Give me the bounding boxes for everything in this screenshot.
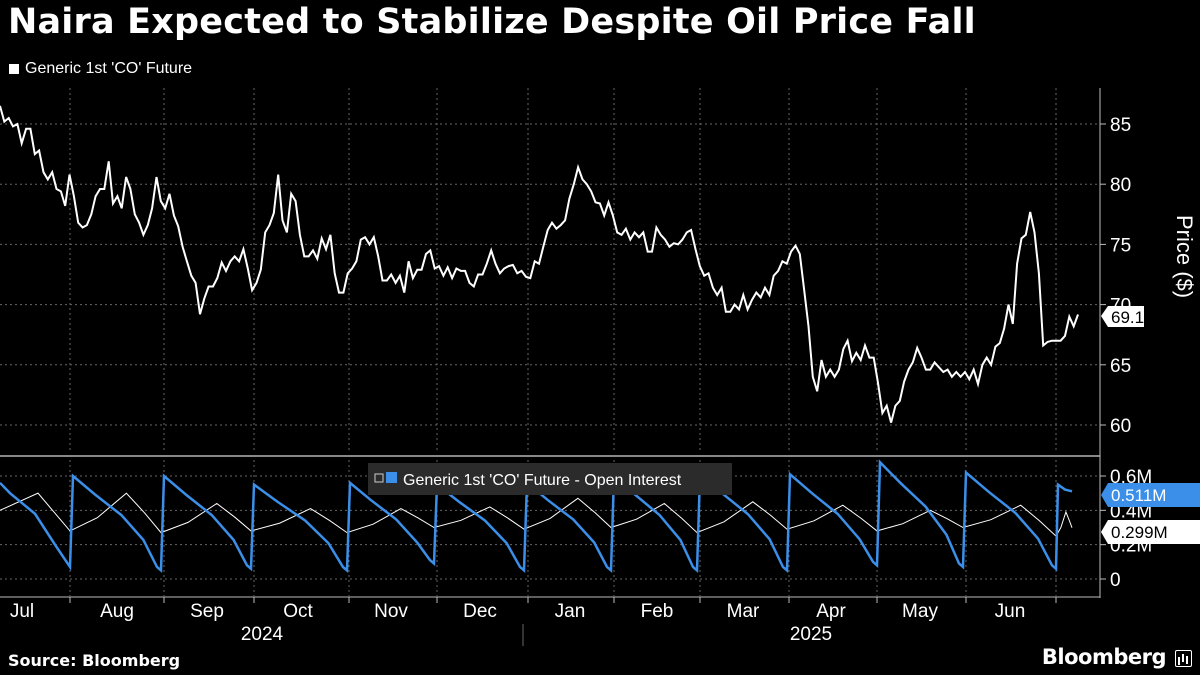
x-year-label-0: 2024	[241, 624, 284, 645]
oi-legend: Generic 1st 'CO' Future - Open Interest	[368, 463, 732, 495]
x-month-label-3: Oct	[283, 601, 313, 622]
oi-blue-last-value-tag: 0.511M	[1101, 483, 1200, 507]
x-month-label-1: Aug	[100, 601, 134, 622]
price-line	[0, 105, 1079, 423]
x-month-label-6: Jan	[555, 601, 586, 622]
x-month-label-8: Mar	[727, 601, 760, 622]
y-axis-label: Price ($)	[1172, 215, 1197, 298]
open-interest-white-line	[0, 492, 1073, 537]
price-tick-label-4: 65	[1110, 356, 1131, 377]
price-ticks: 858075706560	[1100, 115, 1131, 437]
x-month-label-11: Jun	[995, 601, 1026, 622]
x-year-label-1: 2025	[790, 624, 832, 645]
open-interest-blue-line	[0, 459, 1073, 574]
bloomberg-icon	[1175, 650, 1192, 667]
x-ticks: Jul Aug Sep Oct Nov Dec Jan Feb Mar Apr May Jun 2024…	[0, 596, 1100, 646]
price-last-value: 69.18	[1111, 308, 1154, 327]
legend-swatch-white	[9, 64, 19, 74]
oi-legend-white-swatch	[374, 473, 384, 483]
chart-title: Naira Expected to Stabilize Despite Oil …	[8, 2, 976, 42]
x-month-label-9: Apr	[816, 601, 846, 622]
x-month-label-10: May	[902, 601, 938, 622]
x-month-label-4: Nov	[374, 601, 408, 622]
source-note: Source: Bloomberg	[8, 651, 181, 670]
x-month-label-2: Sep	[190, 601, 224, 622]
oi-white-last-value-tag: 0.299M	[1101, 520, 1200, 544]
x-month-label-0: Jul	[10, 601, 34, 622]
x-month-label-7: Feb	[641, 601, 674, 622]
oi-legend-box	[368, 463, 732, 495]
oi-tick-label-3: 0	[1110, 570, 1121, 591]
price-tick-label-1: 80	[1110, 175, 1131, 196]
price-last-value-tag: 69.18	[1101, 306, 1154, 327]
x-month-label-5: Dec	[463, 601, 497, 622]
gridlines	[0, 88, 1100, 596]
oi-tick-label-0: 0.6M	[1110, 467, 1152, 488]
oi-blue-last-value: 0.511M	[1111, 486, 1166, 505]
price-tick-label-2: 75	[1110, 235, 1131, 256]
oi-legend-label: Generic 1st 'CO' Future - Open Interest	[403, 472, 682, 489]
price-tick-label-5: 60	[1110, 416, 1131, 437]
brand-logo-text: Bloomberg	[1041, 645, 1167, 669]
price-legend: Generic 1st 'CO' Future	[9, 60, 192, 78]
price-legend-label: Generic 1st 'CO' Future	[25, 60, 193, 77]
price-tick-label-0: 85	[1110, 115, 1131, 136]
oi-legend-blue-swatch	[386, 472, 397, 483]
oi-white-last-value: 0.299M	[1111, 523, 1168, 542]
